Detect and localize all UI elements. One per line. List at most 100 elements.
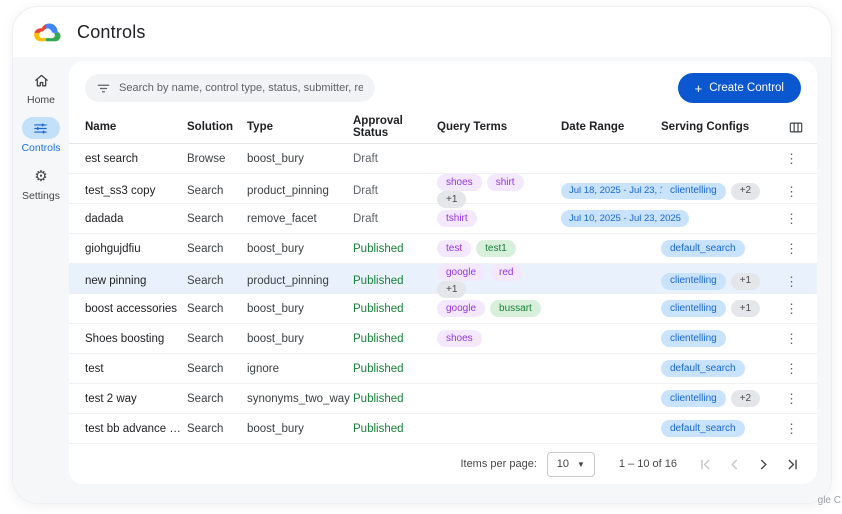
next-page-button[interactable]: [757, 458, 770, 471]
last-page-button[interactable]: [786, 458, 799, 471]
query-term-chip: google: [437, 264, 486, 281]
cell-solution: Search: [187, 212, 224, 225]
row-menu-button[interactable]: ⋮: [785, 183, 798, 199]
sidebar-item-label: Home: [26, 94, 55, 106]
table-row[interactable]: Shoes boosting Search boost_bury Published s…: [69, 324, 817, 354]
query-term-chip: bussart: [490, 300, 541, 317]
table-row[interactable]: test_ss3 copy Search product_pinning Draft s…: [69, 174, 817, 208]
watermark-text: gle C: [817, 495, 841, 506]
table-row[interactable]: test 2 way Search synonyms_two_way Publishe…: [69, 384, 817, 414]
cell-serving-configs: default_search: [661, 240, 775, 257]
cell-type: boost_bury: [247, 422, 304, 435]
column-settings-button[interactable]: [775, 121, 803, 134]
column-header-date-range[interactable]: Date Range: [561, 121, 625, 133]
column-header-approval-status[interactable]: Approval Status: [353, 115, 403, 139]
sidebar-item-home[interactable]: Home: [22, 69, 60, 106]
table-row[interactable]: new pinning Search product_pinning Publishe…: [69, 264, 817, 298]
table-body: est search Browse boost_bury Draft ⋮ test_ss3…: [69, 144, 817, 444]
query-term-chip: +1: [437, 281, 467, 298]
cell-solution: Search: [187, 392, 224, 405]
column-header-query-terms[interactable]: Query Terms: [437, 121, 508, 133]
page-size-select[interactable]: 10 ▼: [546, 451, 595, 477]
cell-approval-status: Published: [353, 392, 404, 405]
row-menu-button[interactable]: ⋮: [785, 211, 798, 226]
query-term-chip: shoes: [437, 174, 482, 191]
cell-query-terms: test test1: [437, 240, 561, 257]
sidebar-item-controls[interactable]: Controls: [21, 117, 61, 154]
app-header: Controls: [13, 7, 831, 57]
sidebar-item-label: Settings: [22, 190, 60, 202]
cell-row-actions: ⋮: [775, 210, 803, 227]
cell-approval-status: Draft: [353, 185, 378, 197]
cell-row-actions: ⋮: [775, 300, 803, 317]
table-row[interactable]: test bb advance editor Search boost_bury Pu…: [69, 414, 817, 444]
first-page-button[interactable]: [699, 458, 712, 471]
row-menu-button[interactable]: ⋮: [785, 421, 798, 436]
table-row[interactable]: boost accessories Search boost_bury Publish…: [69, 294, 817, 324]
pagination-controls: [699, 458, 799, 471]
date-range-chip: Jul 10, 2025 - Jul 23, 2025: [561, 210, 689, 227]
serving-config-chip: +1: [730, 272, 761, 290]
column-header-serving-configs[interactable]: Serving Configs: [661, 121, 750, 133]
row-menu-button[interactable]: ⋮: [785, 391, 798, 406]
row-menu-button[interactable]: ⋮: [785, 241, 798, 256]
sidebar-item-settings[interactable]: ⚙ Settings: [22, 165, 60, 203]
table-row[interactable]: giohgujdfiu Search boost_bury Published test…: [69, 234, 817, 264]
row-menu-button[interactable]: ⋮: [785, 301, 798, 316]
date-range-chip: Jul 18, 2025 - Jul 23, 2025: [561, 182, 689, 200]
cell-date-range: Jul 18, 2025 - Jul 23, 2025: [561, 182, 689, 200]
google-cloud-logo-icon: [31, 20, 61, 44]
column-header-type[interactable]: Type: [247, 121, 273, 133]
page-size-value: 10: [556, 458, 570, 470]
row-menu-button[interactable]: ⋮: [785, 331, 798, 346]
row-menu-button[interactable]: ⋮: [785, 361, 798, 376]
cell-serving-configs: clientelling +2: [661, 182, 775, 200]
serving-config-chip: clientelling: [661, 300, 726, 317]
cell-row-actions: ⋮: [775, 390, 803, 407]
search-bar[interactable]: [85, 74, 375, 102]
cell-row-actions: ⋮: [775, 420, 803, 437]
items-per-page-label: Items per page:: [460, 458, 537, 470]
table-row[interactable]: test Search ignore Published default_search ⋮: [69, 354, 817, 384]
cell-serving-configs: clientelling +1: [661, 300, 775, 317]
previous-page-button[interactable]: [728, 458, 741, 471]
table-footer: Items per page: 10 ▼ 1 – 10 of 16: [85, 444, 801, 484]
cell-name: new pinning: [85, 275, 147, 287]
search-input[interactable]: [119, 82, 363, 94]
cell-serving-configs: clientelling: [661, 330, 775, 347]
create-control-label: Create Control: [709, 82, 784, 94]
serving-config-chip: default_search: [661, 360, 745, 377]
cell-approval-status: Draft: [353, 152, 378, 165]
cell-solution: Search: [187, 302, 224, 315]
create-control-button[interactable]: + Create Control: [677, 73, 801, 103]
column-header-solution[interactable]: Solution: [187, 121, 233, 133]
cell-type: boost_bury: [247, 302, 304, 315]
cell-approval-status: Published: [353, 302, 404, 315]
cell-row-actions: ⋮: [775, 360, 803, 377]
cell-solution: Search: [187, 185, 224, 197]
cell-solution: Search: [187, 242, 224, 255]
query-term-chip: google: [437, 300, 486, 317]
table-row[interactable]: est search Browse boost_bury Draft ⋮: [69, 144, 817, 174]
serving-config-chip: clientelling: [661, 182, 726, 200]
cell-approval-status: Published: [353, 422, 404, 435]
cell-type: boost_bury: [247, 332, 304, 345]
cell-solution: Search: [187, 332, 224, 345]
home-icon: [22, 69, 60, 91]
cell-approval-status: Published: [353, 362, 404, 375]
cell-approval-status: Draft: [353, 212, 378, 225]
cell-name: Shoes boosting: [85, 332, 165, 345]
row-menu-button[interactable]: ⋮: [785, 273, 798, 289]
serving-config-chip: default_search: [661, 240, 745, 257]
view-columns-icon: [789, 121, 803, 134]
serving-config-chip: clientelling: [661, 272, 726, 290]
cell-serving-configs: default_search: [661, 360, 775, 377]
table-row[interactable]: dadada Search remove_facet Draft tshirt Jul 1…: [69, 204, 817, 234]
serving-config-chip: +1: [730, 300, 761, 317]
row-menu-button[interactable]: ⋮: [785, 151, 798, 166]
cell-approval-status: Published: [353, 242, 404, 255]
column-header-name[interactable]: Name: [85, 121, 117, 133]
cell-name: test_ss3 copy: [85, 185, 156, 197]
cell-query-terms: shoes shirt +1: [437, 174, 561, 208]
cell-query-terms: google bussart: [437, 300, 561, 317]
